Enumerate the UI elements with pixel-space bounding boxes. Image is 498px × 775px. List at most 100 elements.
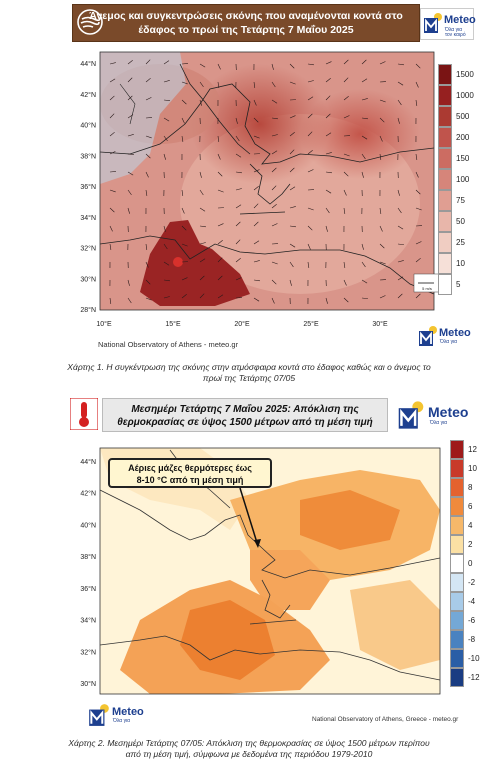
map1-lon-label: 20°E (234, 320, 250, 328)
wind-arrow (127, 95, 133, 101)
wind-arrow (163, 99, 170, 101)
map2-lat-labels: 44°N 42°N 40°N 38°N 36°N 34°N 32°N 30°N (80, 458, 96, 688)
wind-arrow (181, 99, 187, 105)
wind-arrow (379, 153, 382, 160)
wind-arrow (361, 279, 368, 284)
map2-legend-swatch (450, 516, 464, 535)
map2-title-line1: Μεσημέρι Τετάρτης 7 Μαΐου 2025: Απόκλιση… (131, 404, 359, 415)
wind-arrow (415, 81, 419, 88)
wind-arrow (397, 207, 402, 214)
wind-arrow (415, 153, 418, 160)
wind-arrow (145, 135, 152, 139)
map1-sea-west (100, 52, 186, 184)
wind-arrow (271, 279, 277, 285)
map2-legend-swatch (450, 611, 464, 630)
wind-arrow (415, 257, 421, 263)
wind-arrow (127, 60, 133, 65)
map2-callout-line1: Αέριες μάζες θερμότερες έως (128, 463, 252, 473)
meteo-logo: Meteo Όλα για τον καιρό (420, 8, 476, 40)
wind-arrow (307, 207, 314, 211)
map2-lat-label: 38°N (80, 553, 96, 561)
wind-arrow (271, 134, 278, 137)
map1-lat-labels: 44°N 42°N 40°N 38°N 36°N 34°N 32°N 30°N 28°N (80, 60, 96, 314)
wind-arrow (109, 297, 112, 304)
wind-arrow (325, 189, 332, 194)
map2-credit: National Observatory of Athens, Greece -… (312, 716, 459, 723)
wind-arrow (415, 171, 419, 178)
wind-arrow (289, 63, 295, 69)
wind-arrow (361, 261, 366, 268)
wind-arrow (289, 206, 296, 209)
wind-arrow (397, 225, 404, 230)
wind-arrow (145, 153, 151, 159)
map1-legend-swatch (438, 211, 452, 232)
wind-arrow (289, 81, 296, 85)
wind-arrow (361, 297, 368, 300)
wind-arrow (325, 132, 332, 137)
wind-arrow (127, 171, 134, 176)
wind-arrow (361, 98, 368, 101)
meteo-logo-sub1: Όλα για (445, 27, 463, 33)
wind-arrow (109, 243, 112, 250)
map1-legend-label: 50 (456, 216, 465, 226)
wind-arrow (145, 189, 148, 196)
wind-arrow (127, 153, 134, 155)
wind-arrow (379, 225, 383, 232)
wind-arrow (397, 276, 404, 281)
map1-lat-label: 30°N (80, 275, 96, 283)
map1-legend-label: 10 (456, 258, 465, 268)
wind-arrow (145, 117, 153, 119)
wind-arrow (181, 117, 185, 124)
wind-arrow (415, 207, 422, 211)
map1-title-line2: έδαφος το πρωί της Τετάρτης 7 Μαΐου 2025 (138, 24, 354, 36)
wind-arrow (127, 134, 134, 137)
wind-arrow (271, 150, 278, 155)
wind-arrow (289, 243, 296, 248)
wind-arrow (343, 171, 349, 177)
wind-arrow (325, 113, 331, 119)
map2-legend-label: 12 (468, 444, 477, 454)
wind-arrow (379, 135, 383, 142)
map2-lat-label: 30°N (80, 680, 96, 688)
wind-arrow (109, 151, 116, 155)
map2-legend-swatch (450, 630, 464, 649)
map1-dust-plume (140, 220, 250, 306)
wind-arrow (145, 77, 151, 83)
wind-arrow (253, 203, 259, 209)
wind-arrow (361, 78, 368, 83)
wind-arrow (145, 59, 151, 65)
map1-legend-label: 1000 (456, 90, 474, 100)
map1-title-line1: Άνεμος και συγκεντρώσεις σκόνης που αναμ… (89, 10, 403, 22)
wind-arrow (127, 189, 132, 196)
map1-legend-swatch (438, 148, 452, 169)
wind-arrow (253, 169, 260, 173)
wind-arrow (379, 295, 386, 299)
wind-arrow (145, 279, 151, 285)
wind-arrow (163, 135, 168, 142)
wind-arrow (163, 117, 170, 122)
wind-arrow (253, 279, 260, 282)
map2-legend-swatch (450, 592, 464, 611)
wind-arrow (397, 293, 403, 299)
wind-arrow (109, 171, 117, 173)
map2-callout: Αέριες μάζες θερμότερες έως 8-10 °C από … (108, 458, 272, 488)
map2-legend-swatch (450, 478, 464, 497)
wind-arrow (325, 171, 332, 174)
callout-arrow (239, 487, 259, 547)
map2-legend-swatch (450, 668, 464, 687)
wind-arrow (253, 186, 259, 191)
wind-arrow (289, 167, 295, 173)
map2-legend-label: -12 (468, 672, 480, 682)
map1-caption: Χάρτης 1. Η συγκέντρωση της σκόνης στην … (10, 362, 488, 384)
wind-arrow (253, 221, 259, 227)
wind-arrow (235, 239, 241, 245)
wind-arrow (361, 59, 367, 65)
wind-arrow (271, 117, 278, 120)
wind-arrow (199, 99, 202, 106)
wind-arrow (289, 186, 296, 191)
map1-lat-label: 36°N (80, 183, 96, 191)
map2-lat-label: 44°N (80, 458, 96, 466)
wind-arrow (325, 61, 332, 65)
map2-legend-swatch (450, 649, 464, 668)
wind-arrow (145, 261, 149, 268)
